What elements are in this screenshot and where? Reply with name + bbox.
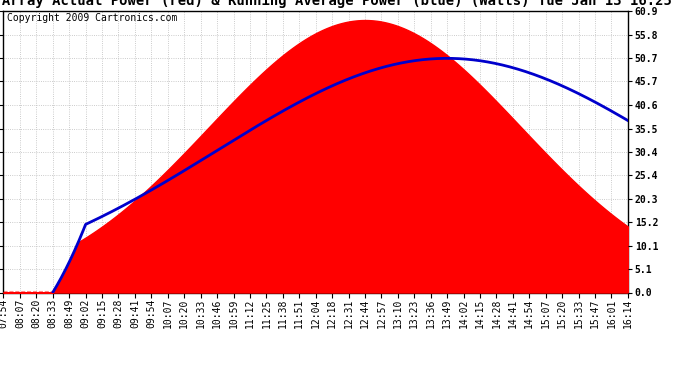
Text: West Array Actual Power (red) & Running Average Power (blue) (Watts) Tue Jan 13 : West Array Actual Power (red) & Running … bbox=[0, 0, 671, 9]
Text: Copyright 2009 Cartronics.com: Copyright 2009 Cartronics.com bbox=[7, 13, 177, 22]
